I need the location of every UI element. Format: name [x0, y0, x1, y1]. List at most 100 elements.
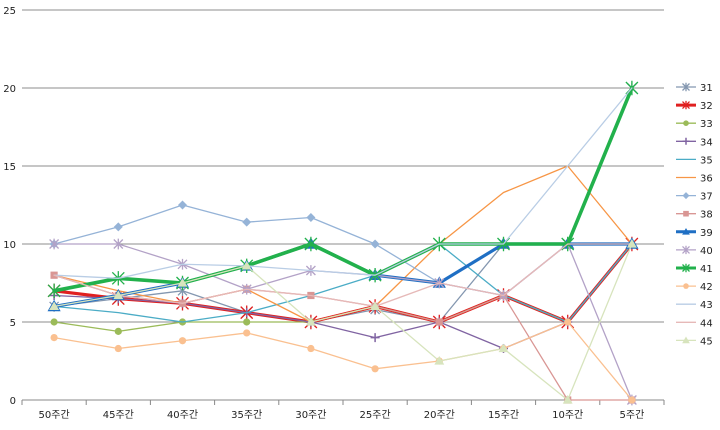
- data-point-37: [370, 239, 380, 249]
- data-point-42: [243, 329, 251, 337]
- legend-item-42: 42: [676, 282, 713, 293]
- y-tick-label: 10: [3, 240, 16, 251]
- series-41: [47, 80, 639, 298]
- legend-label: 45: [700, 336, 713, 347]
- legend-label: 39: [700, 228, 713, 239]
- legend-item-37: 37: [676, 192, 713, 203]
- legend-item-39: 39: [676, 228, 713, 239]
- x-tick-label: 40주간: [167, 409, 198, 421]
- data-point-33: [114, 327, 122, 335]
- x-tick-label: 35주간: [231, 409, 262, 421]
- data-point-45: [49, 301, 60, 310]
- x-tick-label: 30주간: [295, 409, 326, 421]
- series-line-37: [53, 204, 633, 297]
- series-line-43: [53, 87, 633, 279]
- data-point-45: [370, 301, 381, 310]
- legend: 31 32 33 34 35 36 37 38 39 40 41 42 43 44 45: [676, 82, 713, 347]
- data-point-38: [435, 318, 443, 326]
- x-axis-ticks: 50주간 45주간 40주간 35주간 30주간 25주간 20주간 15주간 10주간 5주간: [21, 400, 665, 421]
- x-tick-label: 45주간: [103, 409, 134, 421]
- series-43: [53, 87, 633, 279]
- data-point-37: [113, 222, 123, 232]
- legend-marker: [683, 283, 689, 289]
- series-line-31: [53, 87, 633, 323]
- legend-label: 40: [700, 246, 713, 257]
- legend-item-35: 35: [676, 155, 713, 166]
- legend-marker: [682, 82, 690, 92]
- legend-item-41: 41: [676, 263, 713, 275]
- data-point-37: [178, 200, 187, 210]
- x-tick-label: 15주간: [488, 409, 519, 421]
- data-point-42: [178, 337, 187, 345]
- legend-marker: [682, 263, 690, 273]
- data-point-45: [113, 290, 124, 300]
- series-line-39: [52, 242, 634, 308]
- grid-lines: [22, 9, 664, 401]
- legend-marker: [682, 100, 690, 110]
- legend-item-40: 40: [676, 245, 713, 257]
- legend-item-36: 36: [676, 174, 713, 185]
- data-point-40: [49, 238, 60, 250]
- legend-marker: [683, 210, 689, 217]
- series-33: [50, 240, 636, 335]
- x-tick-label: 5주간: [620, 409, 645, 421]
- legend-label: 35: [700, 155, 713, 166]
- data-point-37: [306, 212, 316, 222]
- data-point-42: [628, 396, 636, 404]
- y-tick-label: 20: [3, 84, 16, 95]
- legend-item-38: 38: [676, 210, 713, 221]
- data-point-37: [242, 217, 252, 227]
- legend-label: 33: [700, 119, 713, 130]
- legend-marker: [682, 227, 690, 235]
- legend-label: 44: [700, 318, 713, 329]
- legend-marker: [682, 192, 690, 200]
- series-lines: [47, 80, 639, 406]
- y-tick-label: 25: [3, 6, 16, 17]
- data-point-33: [50, 318, 58, 326]
- legend-item-43: 43: [676, 300, 713, 311]
- legend-label: 42: [700, 282, 713, 293]
- legend-label: 37: [700, 192, 713, 203]
- legend-marker: [682, 137, 690, 145]
- data-point-42: [114, 344, 122, 353]
- data-point-45: [626, 239, 637, 248]
- data-point-45: [241, 260, 252, 270]
- series-line-32: [52, 242, 634, 324]
- legend-label: 43: [700, 300, 713, 311]
- data-point-42: [307, 344, 315, 353]
- legend-label: 41: [700, 264, 713, 275]
- series-35: [53, 243, 633, 323]
- legend-item-33: 33: [676, 119, 713, 130]
- x-tick-label: 20주간: [424, 409, 455, 421]
- data-point-41: [47, 283, 61, 298]
- data-point-34: [370, 333, 380, 343]
- legend-label: 36: [700, 174, 713, 185]
- legend-label: 38: [700, 210, 713, 221]
- series-line-33: [53, 243, 633, 333]
- legend-marker: [682, 245, 690, 255]
- legend-marker: [682, 336, 690, 344]
- data-point-40: [113, 238, 124, 250]
- legend-item-44: 44: [676, 318, 713, 329]
- x-tick-label: 50주간: [39, 409, 70, 421]
- series-line-41: [52, 86, 634, 293]
- x-tick-label: 10주간: [552, 409, 583, 421]
- data-point-33: [243, 318, 251, 326]
- series-line-44: [53, 243, 633, 308]
- x-tick-label: 25주간: [360, 409, 391, 421]
- data-point-45: [305, 317, 316, 326]
- legend-item-45: 45: [676, 336, 713, 347]
- legend-item-34: 34: [676, 137, 713, 148]
- y-tick-label: 5: [10, 318, 16, 329]
- legend-label: 31: [700, 83, 713, 94]
- data-point-42: [371, 365, 379, 373]
- data-point-42: [50, 334, 58, 342]
- y-tick-label: 15: [3, 162, 16, 173]
- legend-item-31: 31: [676, 82, 713, 94]
- data-point-45: [434, 356, 445, 365]
- series-line-45: [53, 243, 633, 401]
- series-44: [53, 243, 633, 308]
- y-axis-ticks: 0 5 10 15 20 25: [3, 6, 16, 407]
- series-42: [50, 318, 636, 404]
- legend-label: 34: [700, 137, 713, 148]
